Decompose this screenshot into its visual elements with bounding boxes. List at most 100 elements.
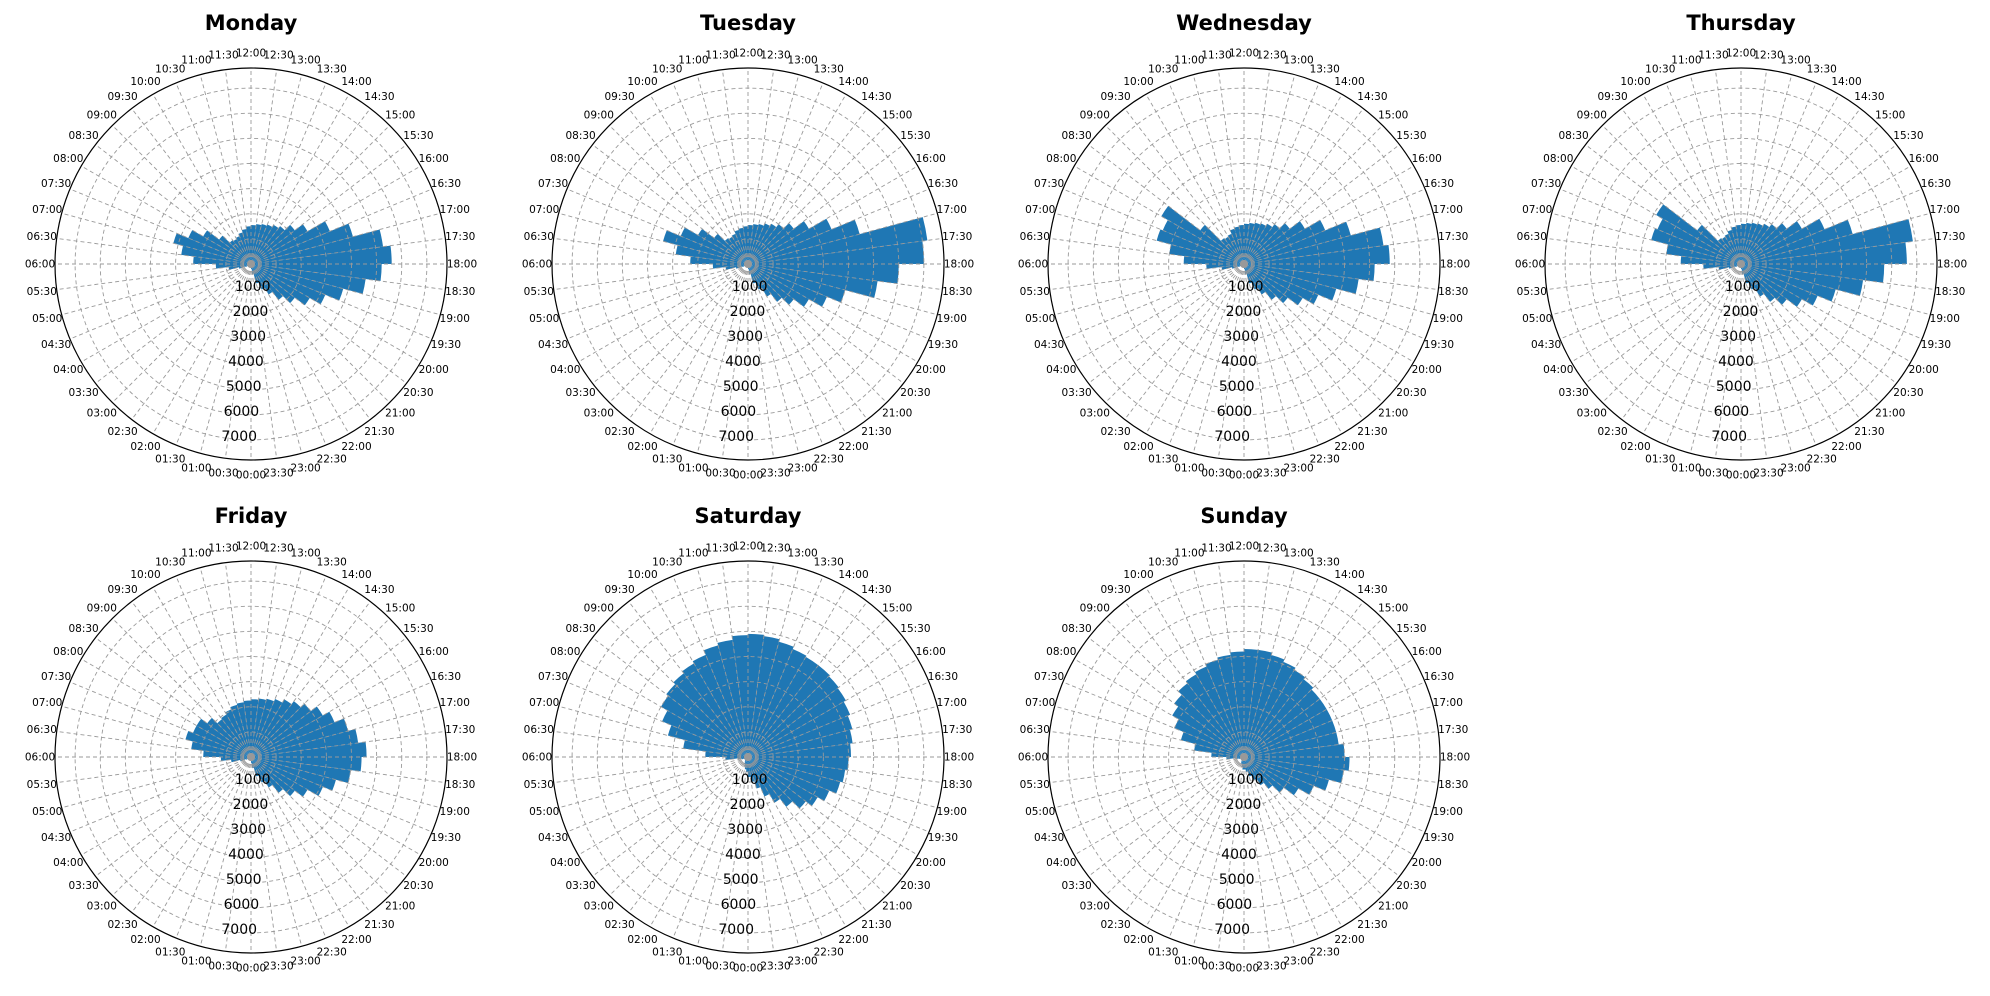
angle-tick-label: 23:30 bbox=[1256, 468, 1286, 480]
grid-spoke bbox=[1192, 74, 1245, 265]
bar-1930 bbox=[1244, 757, 1314, 795]
angle-tick-label: 10:30 bbox=[652, 64, 682, 76]
grid-spoke bbox=[1243, 756, 1439, 784]
angle-tick-label: 17:30 bbox=[445, 231, 475, 243]
grid-spoke bbox=[1740, 263, 1793, 454]
bar-0800 bbox=[660, 695, 748, 757]
angle-tick-label: 03:30 bbox=[1061, 387, 1091, 399]
grid-spoke bbox=[696, 567, 749, 758]
angle-tick-label: 21:00 bbox=[1875, 408, 1905, 420]
grid-spoke bbox=[1243, 263, 1434, 316]
angle-tick-label: 15:30 bbox=[1396, 130, 1426, 142]
radial-tick-label: 5000 bbox=[1219, 872, 1255, 888]
grid-spoke bbox=[250, 188, 433, 265]
radial-tick-label: 5000 bbox=[723, 379, 759, 395]
angle-tick-label: 11:30 bbox=[705, 49, 735, 61]
grid-spoke bbox=[1243, 562, 1271, 758]
grid-spoke bbox=[1074, 165, 1245, 265]
radial-tick-label: 3000 bbox=[1223, 822, 1259, 838]
grid-spoke bbox=[558, 705, 749, 758]
grid-spoke bbox=[1192, 567, 1245, 758]
bar-2000 bbox=[251, 264, 310, 306]
angle-tick-label: 17:30 bbox=[1935, 231, 1965, 243]
bar-0900 bbox=[673, 673, 748, 757]
angle-tick-label: 04:00 bbox=[1543, 364, 1573, 376]
grid-spoke bbox=[747, 263, 887, 403]
angle-tick-label: 04:00 bbox=[53, 857, 83, 869]
grid-spoke bbox=[696, 756, 749, 947]
angle-tick-label: 06:30 bbox=[27, 724, 57, 736]
grid-spoke bbox=[1243, 567, 1296, 758]
grid-spoke bbox=[1243, 108, 1364, 265]
grid-spoke bbox=[721, 263, 749, 459]
angle-tick-label: 07:00 bbox=[1025, 204, 1055, 216]
grid-spoke bbox=[250, 567, 303, 758]
grid-spoke bbox=[1088, 263, 1245, 384]
grid-circle bbox=[1614, 137, 1868, 391]
bar-0730 bbox=[192, 725, 251, 757]
grid-spoke bbox=[1740, 263, 1817, 446]
bar-1500 bbox=[251, 224, 295, 264]
grid-spoke bbox=[1740, 165, 1911, 265]
bar-1700 bbox=[748, 217, 928, 264]
grid-spoke bbox=[1243, 263, 1426, 340]
bar-0730 bbox=[1162, 220, 1244, 264]
bar-2030 bbox=[748, 264, 794, 305]
angle-tick-label: 14:00 bbox=[1334, 569, 1364, 581]
grid-spoke bbox=[1243, 165, 1414, 265]
angle-tick-label: 14:00 bbox=[341, 569, 371, 581]
grid-spoke bbox=[747, 212, 938, 265]
grid-spoke bbox=[112, 263, 252, 403]
grid-circle bbox=[672, 681, 824, 833]
angle-tick-label: 20:30 bbox=[1396, 387, 1426, 399]
angle-tick-label: 22:30 bbox=[814, 946, 844, 958]
angle-tick-label: 20:00 bbox=[419, 857, 449, 869]
polar-frame bbox=[1047, 67, 1441, 461]
angle-tick-label: 09:00 bbox=[584, 602, 614, 614]
grid-spoke bbox=[61, 705, 252, 758]
angle-tick-label: 21:00 bbox=[882, 408, 912, 420]
bar-1530 bbox=[748, 688, 846, 757]
grid-spoke bbox=[1243, 263, 1296, 454]
grid-spoke bbox=[69, 263, 252, 340]
grid-spoke bbox=[1243, 237, 1439, 265]
grid-spoke bbox=[69, 188, 252, 265]
angle-tick-label: 21:00 bbox=[385, 408, 415, 420]
angle-tick-label: 17:30 bbox=[1438, 231, 1468, 243]
grid-circle bbox=[1218, 238, 1270, 290]
grid-circle bbox=[175, 681, 327, 833]
angle-tick-label: 20:00 bbox=[916, 364, 946, 376]
angle-tick-label: 18:30 bbox=[942, 286, 972, 298]
grid-spoke bbox=[628, 601, 749, 758]
grid-spoke bbox=[1217, 562, 1245, 758]
grid-spoke bbox=[1714, 263, 1742, 459]
grid-spoke bbox=[1217, 263, 1245, 459]
radial-tick-label: 6000 bbox=[1217, 897, 1253, 913]
angle-tick-label: 02:30 bbox=[1100, 426, 1130, 438]
radial-tick-label: 3000 bbox=[230, 822, 266, 838]
bar-1530 bbox=[251, 706, 323, 757]
grid-circle bbox=[1168, 681, 1320, 833]
grid-spoke bbox=[1088, 637, 1245, 758]
angle-tick-label: 15:00 bbox=[385, 109, 415, 121]
angle-tick-label: 23:00 bbox=[787, 955, 817, 967]
grid-spoke bbox=[609, 125, 749, 265]
grid-spoke bbox=[1243, 756, 1414, 856]
grid-spoke bbox=[1243, 587, 1343, 758]
radial-tick-label: 7000 bbox=[718, 429, 754, 445]
angle-tick-label: 03:00 bbox=[584, 408, 614, 420]
grid-spoke bbox=[175, 756, 252, 939]
grid-circle bbox=[722, 238, 774, 290]
bar-1530 bbox=[1244, 221, 1305, 264]
angle-tick-label: 18:00 bbox=[944, 259, 974, 271]
bar-1930 bbox=[748, 264, 827, 307]
grid-spoke bbox=[1054, 705, 1245, 758]
angle-tick-label: 02:30 bbox=[107, 426, 137, 438]
grid-spoke bbox=[1546, 263, 1742, 291]
angle-tick-label: 06:30 bbox=[524, 231, 554, 243]
grid-circle bbox=[1168, 188, 1320, 340]
grid-spoke bbox=[250, 212, 441, 265]
grid-spoke bbox=[696, 263, 749, 454]
